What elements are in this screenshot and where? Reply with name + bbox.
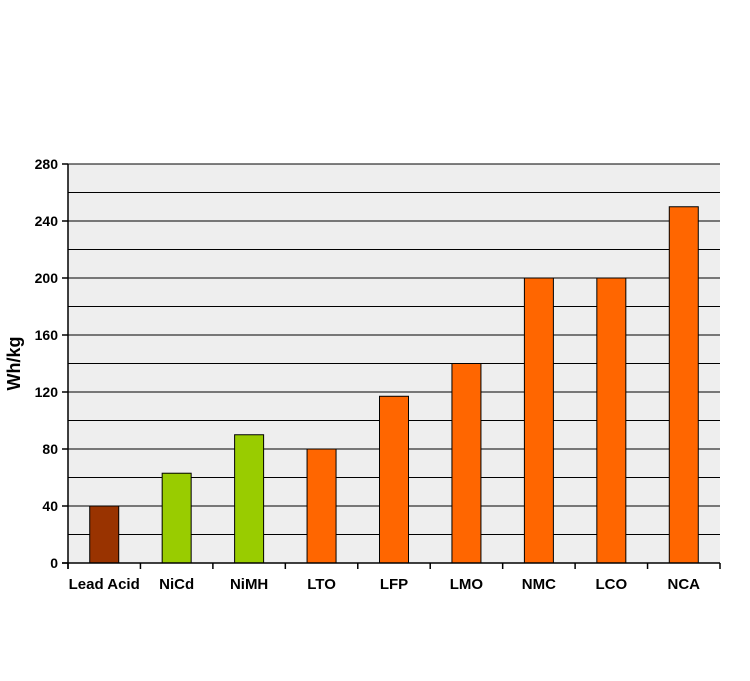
- x-tick-label: LTO: [307, 576, 336, 593]
- y-axis-label: Wh/kg: [4, 337, 24, 391]
- y-tick-label: 0: [50, 555, 58, 571]
- x-tick-label: LFP: [380, 576, 408, 593]
- x-tick-label: NiCd: [159, 576, 194, 593]
- x-tick-label: NCA: [668, 576, 701, 593]
- y-tick-label: 200: [35, 270, 59, 286]
- y-tick-label: 240: [35, 213, 59, 229]
- bar-lfp: [379, 395, 409, 564]
- x-tick-label: LCO: [595, 576, 627, 593]
- bar-lto: [306, 448, 337, 564]
- y-tick-label: 80: [42, 441, 58, 457]
- y-tick-label: 160: [35, 327, 59, 343]
- y-tick-labels: 0 40 80 120 160 200 240 280: [35, 156, 59, 571]
- bar-lmo: [451, 363, 482, 564]
- bar-lco: [596, 277, 627, 564]
- bar-nca: [668, 206, 699, 564]
- bar-lead-acid: [89, 505, 120, 564]
- x-tick-label: LMO: [450, 576, 484, 593]
- bar-nmc: [523, 277, 554, 564]
- axes: [62, 163, 721, 569]
- y-tick-label: 40: [42, 498, 58, 514]
- y-tick-label: 120: [35, 384, 59, 400]
- x-tick-label: NiMH: [230, 576, 268, 593]
- bar-nimh: [234, 434, 265, 564]
- bar-nicd: [161, 472, 192, 564]
- x-tick-label: NMC: [522, 576, 556, 593]
- bars: [89, 206, 699, 564]
- y-tick-label: 280: [35, 156, 59, 172]
- x-tick-labels: Lead Acid NiCd NiMH LTO LFP LMO NMC LCO NCA: [69, 576, 701, 593]
- x-tick-label: Lead Acid: [69, 576, 140, 593]
